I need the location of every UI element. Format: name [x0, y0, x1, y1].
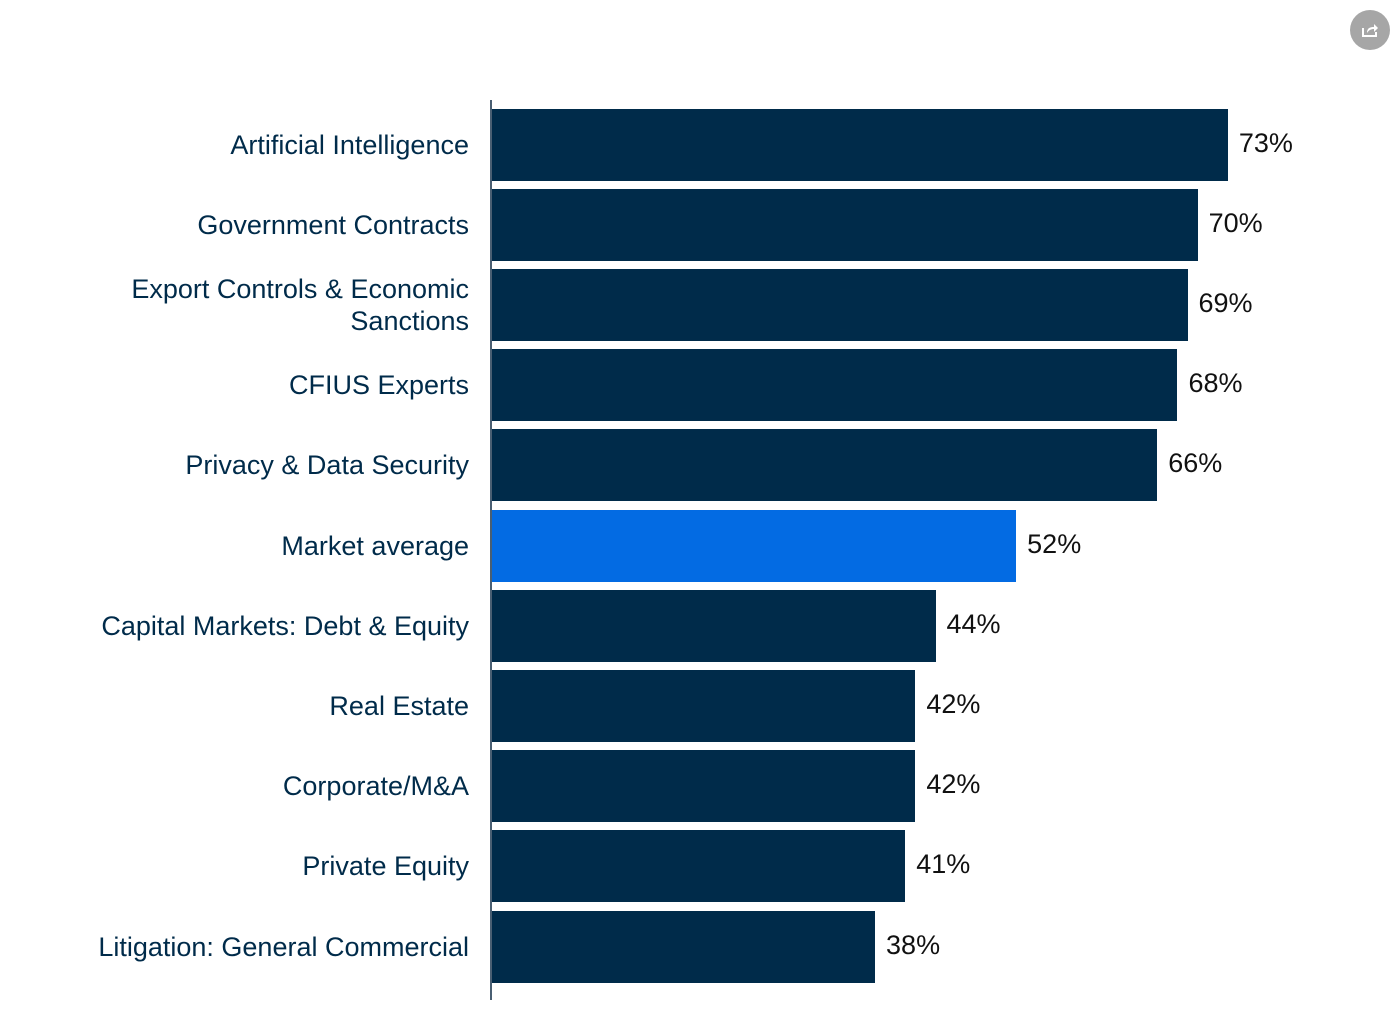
share-icon	[1362, 24, 1378, 37]
value-label: 66%	[1168, 448, 1223, 479]
bar	[492, 188, 1198, 261]
bar	[492, 589, 936, 662]
bar	[492, 268, 1188, 341]
share-button[interactable]	[1350, 10, 1390, 50]
category-label: Government Contracts	[197, 209, 469, 240]
category-label: Privacy & Data Security	[185, 450, 469, 481]
bar	[492, 750, 916, 823]
bar	[492, 830, 906, 903]
category-label: Private Equity	[302, 851, 469, 882]
category-label: Export Controls & Economic Sanctions	[131, 273, 469, 336]
value-label: 38%	[886, 929, 941, 960]
category-label: Capital Markets: Debt & Equity	[101, 610, 469, 641]
value-label: 42%	[926, 688, 981, 719]
value-label: 73%	[1238, 127, 1293, 158]
category-label: Artificial Intelligence	[230, 129, 469, 160]
bar	[492, 669, 916, 742]
value-label: 44%	[946, 608, 1001, 639]
bar	[492, 910, 876, 983]
bar	[492, 108, 1228, 181]
y-axis-line	[490, 100, 492, 1000]
value-label: 41%	[916, 849, 971, 880]
category-label: Litigation: General Commercial	[98, 931, 469, 962]
value-label: 68%	[1188, 368, 1243, 399]
bar	[492, 429, 1158, 502]
bar	[492, 349, 1178, 422]
value-label: 69%	[1198, 287, 1253, 318]
category-label: Corporate/M&A	[282, 771, 469, 802]
value-label: 70%	[1208, 207, 1263, 238]
category-label: Real Estate	[329, 690, 469, 721]
value-label: 52%	[1027, 528, 1082, 559]
bar-market-average	[492, 509, 1017, 582]
category-label: CFIUS Experts	[288, 370, 469, 401]
value-label: 42%	[926, 769, 981, 800]
category-label: Market average	[281, 530, 469, 561]
